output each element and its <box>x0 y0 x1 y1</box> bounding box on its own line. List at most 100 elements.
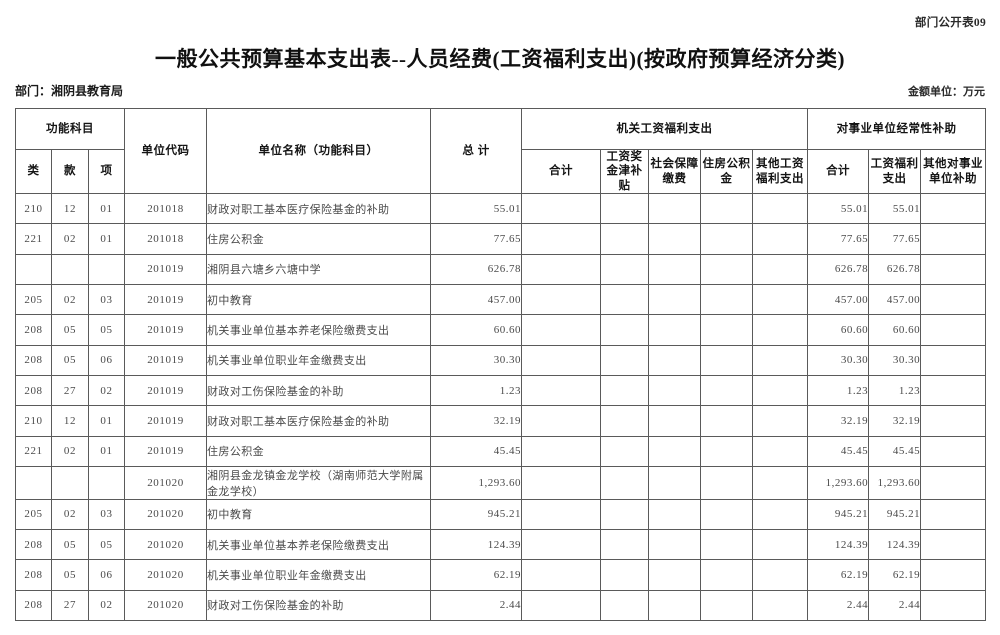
cell-unit-code: 201019 <box>124 435 208 467</box>
cell-institution-total: 1.23 <box>807 374 870 407</box>
cell-agency-salary-bonus <box>600 253 650 286</box>
cell-institution-other <box>920 435 987 467</box>
header-institution-group: 对事业单位经常性补助 <box>807 108 987 150</box>
table-row: 208 05 05 201020 机关事业单位基本养老保险缴费支出 124.39 124.3… <box>15 529 987 561</box>
cell-unit-name: 湘阴县金龙镇金龙学校（湖南师范大学附属金龙学校） <box>206 465 432 500</box>
cell-lei <box>15 253 52 286</box>
page-title: 一般公共预算基本支出表--人员经费(工资福利支出)(按政府预算经济分类) <box>155 47 845 71</box>
cell-unit-code: 201020 <box>124 498 208 531</box>
cell-institution-total: 945.21 <box>807 498 870 531</box>
cell-agency-other-salary <box>752 465 809 500</box>
header-row-top: 功能科目 单位代码 单位名称（功能科目） 总 计 机关工资福利支出 对事业单位经… <box>14 107 987 195</box>
cell-lei: 221 <box>15 223 52 255</box>
cell-institution-salary-welfare: 60.60 <box>868 314 922 346</box>
cell-agency-salary-bonus <box>600 498 650 531</box>
cell-agency-total <box>521 284 602 316</box>
cell-agency-other-salary <box>752 498 809 531</box>
table-row: 208 27 02 201019 财政对工伤保险基金的补助 1.23 1.23 1.23 <box>15 374 987 407</box>
cell-total: 60.60 <box>430 314 523 346</box>
cell-unit-name: 财政对职工基本医疗保险基金的补助 <box>206 193 432 225</box>
cell-institution-salary-welfare: 30.30 <box>868 344 922 376</box>
header-total: 总 计 <box>430 107 523 195</box>
cell-kuan: 05 <box>51 529 89 561</box>
cell-institution-total: 45.45 <box>807 435 870 467</box>
cell-kuan: 12 <box>51 405 89 437</box>
cell-institution-salary-welfare: 62.19 <box>868 559 922 591</box>
cell-agency-other-salary <box>752 344 809 376</box>
cell-institution-total: 457.00 <box>807 284 870 316</box>
cell-agency-other-salary <box>752 405 809 437</box>
cell-agency-salary-bonus <box>600 465 650 500</box>
cell-kuan: 12 <box>51 193 89 225</box>
cell-xiang: 03 <box>87 284 126 316</box>
header-agency-social-insurance: 社会保障缴费 <box>648 148 702 195</box>
cell-institution-total: 30.30 <box>807 344 870 376</box>
cell-agency-social-insurance <box>648 284 702 316</box>
cell-agency-housing-fund <box>700 374 754 407</box>
cell-unit-code: 201020 <box>124 465 208 500</box>
cell-unit-name: 财政对工伤保险基金的补助 <box>206 374 432 407</box>
header-unit-code: 单位代码 <box>124 107 208 195</box>
cell-total: 124.39 <box>430 529 523 561</box>
cell-total: 626.78 <box>430 253 523 286</box>
cell-institution-other <box>920 314 987 346</box>
table-row: 221 02 01 201018 住房公积金 77.65 77.65 77.65 <box>15 223 987 255</box>
cell-agency-housing-fund <box>700 344 754 376</box>
cell-agency-housing-fund <box>700 529 754 561</box>
table-row: 208 27 02 201020 财政对工伤保险基金的补助 2.44 2.44 2.44 <box>15 589 987 621</box>
cell-institution-total: 124.39 <box>807 529 870 561</box>
table-row: 208 05 05 201019 机关事业单位基本养老保险缴费支出 60.60 60.60 6… <box>15 314 987 346</box>
cell-xiang: 01 <box>87 223 126 255</box>
cell-institution-other <box>920 405 987 437</box>
cell-unit-name: 财政对职工基本医疗保险基金的补助 <box>206 405 432 437</box>
cell-institution-total: 2.44 <box>807 589 870 621</box>
cell-lei: 208 <box>15 314 52 346</box>
cell-institution-salary-welfare: 55.01 <box>868 193 922 225</box>
cell-unit-name: 机关事业单位基本养老保险缴费支出 <box>206 529 432 561</box>
cell-total: 77.65 <box>430 223 523 255</box>
cell-total: 945.21 <box>430 498 523 531</box>
cell-unit-name: 住房公积金 <box>206 435 432 467</box>
cell-institution-total: 32.19 <box>807 405 870 437</box>
header-xiang: 项 <box>87 148 126 195</box>
cell-agency-other-salary <box>752 193 809 225</box>
cell-agency-housing-fund <box>700 253 754 286</box>
cell-xiang: 02 <box>87 589 126 621</box>
cell-agency-social-insurance <box>648 435 702 467</box>
cell-agency-housing-fund <box>700 559 754 591</box>
header-agency-other-salary: 其他工资福利支出 <box>752 148 809 195</box>
table-row: 210 12 01 201019 财政对职工基本医疗保险基金的补助 32.19 32.19 3… <box>15 405 987 437</box>
cell-unit-code: 201019 <box>124 344 208 376</box>
cell-unit-code: 201020 <box>124 529 208 561</box>
cell-agency-salary-bonus <box>600 559 650 591</box>
header-institution-other: 其他对事业单位补助 <box>920 148 987 195</box>
table-row: 205 02 03 201019 初中教育 457.00 457.00 457.00 <box>15 284 987 316</box>
cell-agency-salary-bonus <box>600 344 650 376</box>
cell-lei <box>15 465 52 500</box>
cell-lei: 210 <box>15 405 52 437</box>
cell-institution-total: 626.78 <box>807 253 870 286</box>
cell-agency-total <box>521 344 602 376</box>
table-row: 201019 湘阴县六塘乡六塘中学 626.78 626.78 626.78 <box>15 253 987 286</box>
cell-institution-other <box>920 344 987 376</box>
cell-agency-salary-bonus <box>600 193 650 225</box>
cell-agency-social-insurance <box>648 589 702 621</box>
cell-institution-other <box>920 223 987 255</box>
cell-lei: 208 <box>15 589 52 621</box>
cell-institution-salary-welfare: 2.44 <box>868 589 922 621</box>
cell-agency-social-insurance <box>648 465 702 500</box>
department-label: 部门：湘阴县教育局 <box>15 84 124 98</box>
cell-agency-social-insurance <box>648 374 702 407</box>
cell-xiang: 06 <box>87 559 126 591</box>
cell-agency-total <box>521 314 602 346</box>
cell-total: 2.44 <box>430 589 523 621</box>
cell-agency-social-insurance <box>648 193 702 225</box>
cell-kuan <box>51 465 89 500</box>
cell-agency-other-salary <box>752 314 809 346</box>
header-function-subject: 功能科目 <box>14 108 126 150</box>
cell-total: 1,293.60 <box>430 465 523 500</box>
cell-xiang: 01 <box>87 193 126 225</box>
cell-agency-housing-fund <box>700 435 754 467</box>
cell-institution-salary-welfare: 124.39 <box>868 529 922 561</box>
cell-institution-salary-welfare: 945.21 <box>868 498 922 531</box>
